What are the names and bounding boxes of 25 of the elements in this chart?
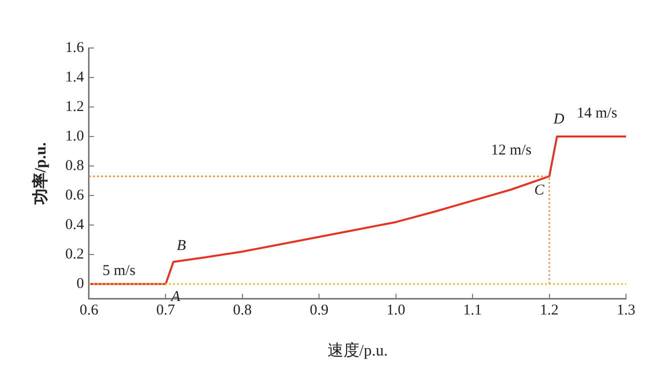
x-tick-label: 0.9	[310, 302, 328, 319]
y-tick-label: 0.6	[65, 187, 84, 204]
y-tick-label: 0	[76, 276, 84, 292]
y-axis-title: 功率/p.u.	[30, 142, 50, 206]
y-tick-label: 1.6	[65, 40, 84, 56]
x-tick-label: 1.1	[463, 302, 482, 319]
x-tick-label: 1.3	[616, 302, 636, 319]
x-axis-title: 速度/p.u.	[327, 342, 388, 360]
y-tick-label: 0.8	[65, 158, 84, 174]
annotation: C	[534, 182, 546, 198]
x-tick-label: 0.6	[80, 302, 99, 319]
x-tick-label: 1.2	[540, 302, 559, 319]
annotation: 5 m/s	[102, 262, 136, 279]
annotation: 12 m/s	[491, 142, 532, 158]
y-tick-label: 0.4	[65, 216, 84, 233]
y-tick-label: 1.4	[65, 69, 84, 86]
x-tick-label: 0.8	[233, 302, 252, 319]
annotation: 14 m/s	[576, 105, 618, 122]
x-tick-label: 1.0	[386, 302, 406, 319]
y-tick-label: 0.2	[65, 246, 84, 262]
y-tick-label: 1.2	[65, 98, 84, 115]
y-tick-label: 1.0	[65, 128, 84, 144]
annotation: D	[552, 111, 565, 128]
annotation: B	[176, 238, 186, 254]
x-tick-label: 0.7	[156, 302, 176, 319]
